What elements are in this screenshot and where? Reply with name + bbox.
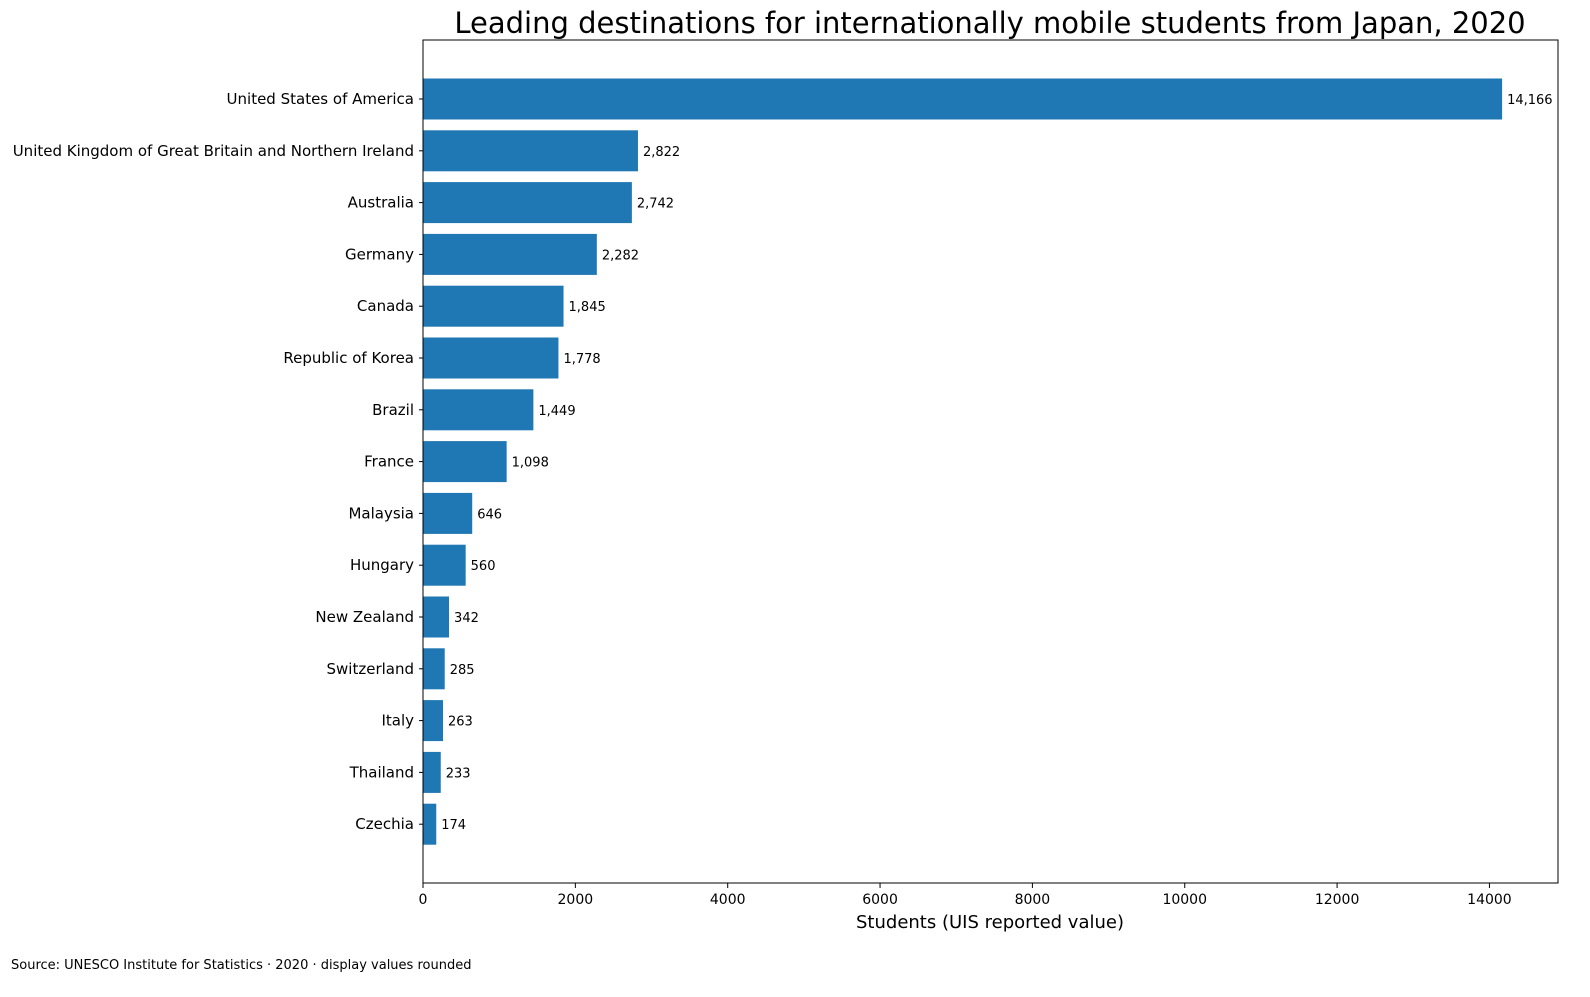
source-note: Source: UNESCO Institute for Statistics … (11, 958, 472, 973)
bar (423, 700, 444, 742)
data-label: 285 (450, 663, 475, 678)
bar (423, 441, 507, 483)
bar (423, 596, 450, 638)
data-label: 560 (471, 559, 496, 574)
x-tick-label: 2000 (558, 892, 594, 908)
category-label: Switzerland (327, 660, 415, 678)
data-label: 1,778 (563, 352, 600, 367)
data-label: 174 (441, 818, 466, 833)
category-label: Australia (348, 194, 414, 212)
data-label: 14,166 (1507, 93, 1553, 108)
category-label: Germany (345, 245, 414, 263)
category-label: Brazil (372, 401, 414, 419)
data-label: 2,282 (602, 248, 639, 263)
bar (423, 78, 1503, 120)
data-label: 1,098 (512, 456, 549, 471)
bar (423, 751, 441, 793)
category-label: Hungary (350, 556, 414, 574)
data-label: 2,822 (643, 145, 680, 160)
data-label: 233 (446, 766, 471, 781)
plot-area: United States of America 14,166 United Kin… (13, 39, 1559, 908)
category-label: New Zealand (315, 608, 414, 626)
category-label: France (364, 453, 414, 471)
x-tick-label: 14000 (1467, 892, 1512, 908)
bar (423, 337, 559, 379)
x-axis-label: Students (UIS reported value) (856, 912, 1124, 933)
x-tick-label: 0 (419, 892, 428, 908)
x-tick-label: 8000 (1015, 892, 1051, 908)
category-label: United States of America (227, 90, 414, 108)
category-label: Republic of Korea (283, 349, 414, 367)
bar (423, 130, 638, 172)
bar (423, 182, 632, 224)
x-tick-label: 4000 (710, 892, 746, 908)
bar (423, 285, 564, 327)
category-label: United Kingdom of Great Britain and Nort… (13, 142, 414, 160)
chart-title: Leading destinations for internationally… (454, 6, 1525, 40)
bar (423, 648, 445, 690)
data-label: 263 (448, 715, 473, 730)
data-label: 342 (454, 611, 479, 626)
category-label: Czechia (355, 815, 414, 833)
bar (423, 389, 534, 431)
data-label: 2,742 (637, 197, 674, 212)
data-label: 646 (477, 507, 502, 522)
bar (423, 544, 466, 586)
category-label: Malaysia (348, 504, 414, 522)
x-tick-label: 6000 (862, 892, 898, 908)
bar (423, 233, 597, 275)
bar (423, 803, 437, 845)
category-label: Italy (381, 712, 414, 730)
x-tick-label: 12000 (1315, 892, 1360, 908)
category-label: Canada (357, 297, 414, 315)
bar (423, 492, 473, 534)
data-label: 1,449 (538, 404, 575, 419)
category-label: Thailand (349, 763, 414, 781)
data-label: 1,845 (569, 300, 606, 315)
x-tick-label: 10000 (1162, 892, 1207, 908)
plot-frame (422, 39, 1559, 884)
